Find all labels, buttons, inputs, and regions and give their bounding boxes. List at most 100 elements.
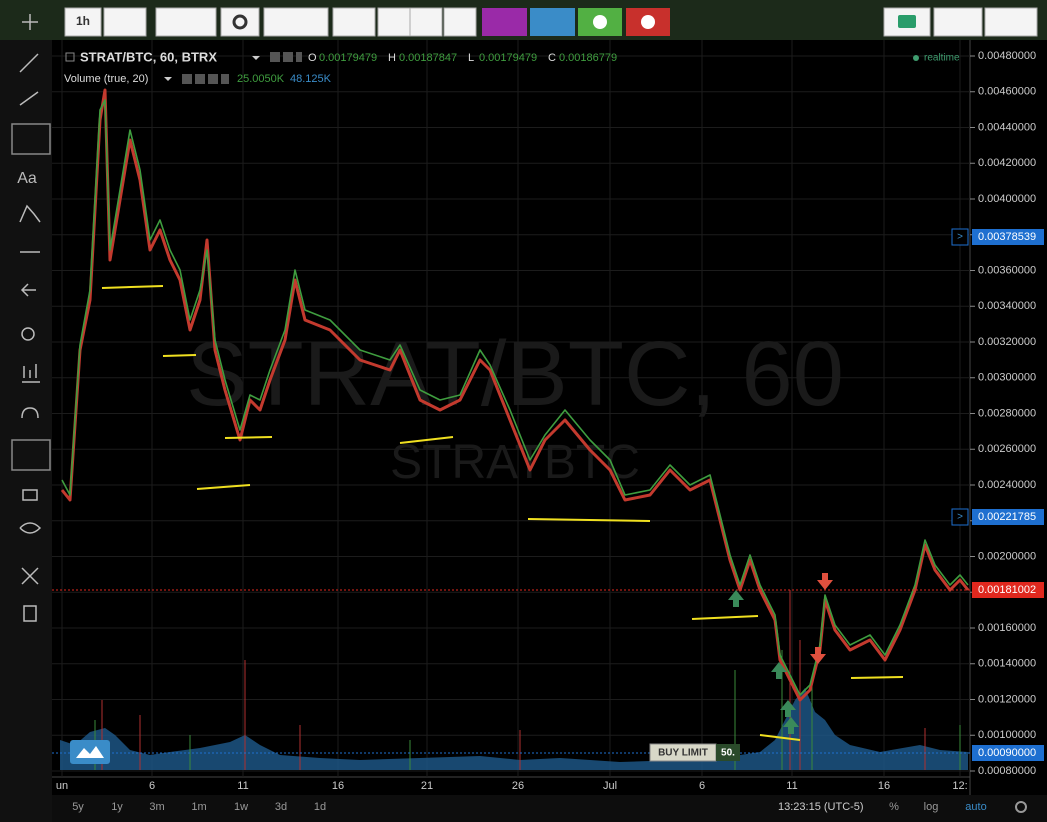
- time-label: 26: [512, 780, 524, 792]
- price-marker: [972, 229, 1044, 245]
- compare-button[interactable]: [332, 7, 376, 37]
- price-label: 0.00420000: [978, 157, 1036, 169]
- symbol-title[interactable]: STRAT/BTC, 60, BTRX: [80, 49, 217, 64]
- chart-style-button[interactable]: [155, 7, 217, 37]
- price-label: 0.00300000: [978, 372, 1036, 384]
- price-label: 0.00200000: [978, 550, 1036, 562]
- price-label: 0.00400000: [978, 193, 1036, 205]
- marker-prefix: >: [957, 232, 963, 243]
- logo-icon: [76, 746, 104, 758]
- time-label: 6: [149, 780, 155, 792]
- fullscreen-button[interactable]: [443, 7, 477, 37]
- price-marker-label: 0.00090000: [978, 747, 1036, 759]
- interval-button[interactable]: [64, 7, 102, 37]
- price-label: 0.00100000: [978, 729, 1036, 741]
- status-dot: [913, 55, 919, 61]
- time-label: 12:: [952, 780, 967, 792]
- order-quantity: 50.: [721, 748, 735, 759]
- interval-menu[interactable]: [103, 7, 147, 37]
- logo[interactable]: [70, 740, 110, 764]
- scale-option[interactable]: log: [924, 801, 939, 813]
- price-label: 0.00140000: [978, 658, 1036, 670]
- range-button[interactable]: 5y: [72, 801, 84, 813]
- price-label: 0.00360000: [978, 264, 1036, 276]
- ohlc-key: L: [468, 52, 474, 64]
- price-label: 0.00460000: [978, 86, 1036, 98]
- price-line: [61, 99, 969, 696]
- volume-area: [60, 688, 968, 770]
- range-button[interactable]: 3d: [275, 801, 287, 813]
- range-button[interactable]: 3m: [149, 801, 164, 813]
- grid: [52, 40, 970, 777]
- time-label: un: [56, 780, 68, 792]
- chart-pane: [52, 40, 970, 795]
- time-label: 16: [878, 780, 890, 792]
- collapse-icon[interactable]: [65, 52, 75, 62]
- legend-icons: [182, 74, 229, 84]
- volume-title[interactable]: Volume (true, 20): [64, 73, 148, 85]
- range-button[interactable]: 1y: [111, 801, 123, 813]
- volume-ma-value: 48.125K: [290, 73, 332, 85]
- price-label: 0.00260000: [978, 443, 1036, 455]
- buy-arrows: [728, 590, 799, 734]
- up-icon: [593, 15, 607, 29]
- dropdown-caret[interactable]: [252, 56, 260, 60]
- bottom-bar: [52, 795, 1047, 822]
- purple-button[interactable]: [482, 8, 527, 36]
- time-label: 21: [421, 780, 433, 792]
- order-qty-box[interactable]: [716, 744, 740, 761]
- status: realtime: [924, 53, 960, 64]
- camera-icon: [898, 15, 916, 28]
- down-icon: [641, 15, 655, 29]
- price-label: 0.00080000: [978, 765, 1036, 777]
- settings-icon[interactable]: [1015, 801, 1027, 813]
- price-label: 0.00480000: [978, 50, 1036, 62]
- save-button[interactable]: [984, 7, 1038, 37]
- price-marker-label: 0.00378539: [978, 231, 1036, 243]
- interval: 1h: [76, 14, 90, 28]
- indicators-button[interactable]: [263, 7, 329, 37]
- gear-icon: [232, 14, 248, 30]
- range-button[interactable]: 1m: [191, 801, 206, 813]
- support-lines: [101, 285, 904, 741]
- legend-icons: [270, 52, 302, 62]
- time-label: 11: [237, 780, 248, 792]
- left-toolbar: [0, 40, 52, 822]
- order-label: BUY LIMIT: [658, 748, 708, 759]
- marker-tab: [951, 508, 969, 526]
- price-marker: [972, 582, 1044, 598]
- ohlc-value: 0.00187847: [399, 52, 457, 64]
- alert-button[interactable]: [530, 8, 575, 36]
- redo-button[interactable]: [409, 7, 443, 37]
- scale-option[interactable]: %: [889, 801, 899, 813]
- marker-prefix: >: [957, 512, 963, 523]
- sell-arrows: [810, 573, 833, 664]
- watermark: STRAT/BTC, 60: [186, 323, 844, 425]
- undo-button[interactable]: [377, 7, 411, 37]
- price-marker: [972, 745, 1044, 761]
- ohlc-value: 0.00186779: [559, 52, 617, 64]
- settings-button[interactable]: [220, 7, 260, 37]
- price-label: 0.00340000: [978, 300, 1036, 312]
- price-marker-label: 0.00221785: [978, 511, 1036, 523]
- dropdown-caret[interactable]: [164, 77, 172, 81]
- price-label: 0.00240000: [978, 479, 1036, 491]
- price-label: 0.00440000: [978, 121, 1036, 133]
- text-tool[interactable]: Aa: [17, 170, 37, 187]
- price-marker-label: 0.00181002: [978, 584, 1036, 596]
- ohlc-value: 0.00179479: [319, 52, 377, 64]
- toolbar-buttons: 1h: [64, 7, 1038, 37]
- time-label: Jul: [603, 780, 617, 792]
- price-label: 0.00280000: [978, 407, 1036, 419]
- scale-option[interactable]: auto: [965, 801, 986, 813]
- load-button[interactable]: [933, 7, 983, 37]
- range-button[interactable]: 1d: [314, 801, 326, 813]
- ohlc-key: C: [548, 52, 556, 64]
- range-button[interactable]: 1w: [234, 801, 248, 813]
- ohlc-key: O: [308, 52, 317, 64]
- ohlc-values: O 0.00179479 H 0.00187847 L 0.00179479 C 0.0018…: [308, 52, 617, 64]
- clock: 13:23:15 (UTC-5): [778, 801, 864, 813]
- time-label: 11: [786, 780, 797, 792]
